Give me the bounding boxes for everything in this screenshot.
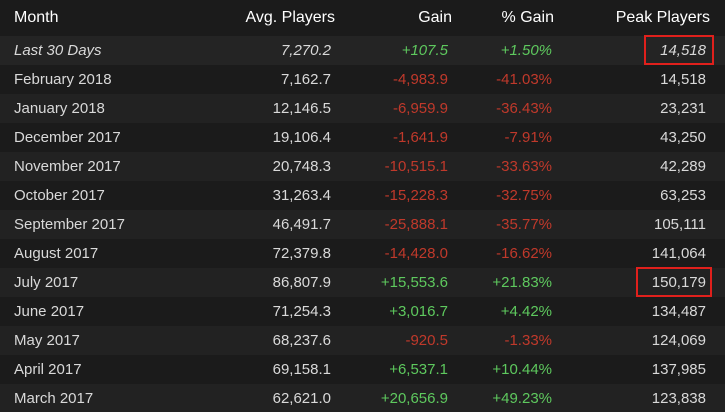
cell-month: September 2017 xyxy=(14,216,125,233)
table-row: November 2017 20,748.3 -10,515.1 -33.63%… xyxy=(0,152,725,181)
header-avg-players[interactable]: Avg. Players xyxy=(245,9,335,26)
cell-pct-gain: -41.03% xyxy=(496,71,552,88)
cell-month: August 2017 xyxy=(14,245,99,262)
cell-gain: +6,537.1 xyxy=(389,361,448,378)
cell-avg-players: 7,162.7 xyxy=(280,71,331,88)
cell-pct-gain: -36.43% xyxy=(496,100,552,117)
cell-peak-players: 14,518 xyxy=(660,42,706,59)
cell-peak-players: 63,253 xyxy=(660,187,706,204)
cell-avg-players: 31,263.4 xyxy=(272,187,331,204)
cell-peak-players: 134,487 xyxy=(651,303,706,320)
cell-pct-gain: -32.75% xyxy=(496,187,552,204)
cell-gain: +15,553.6 xyxy=(380,274,448,291)
cell-pct-gain: +1.50% xyxy=(500,42,552,59)
cell-avg-players: 20,748.3 xyxy=(272,158,331,175)
cell-pct-gain: -33.63% xyxy=(496,158,552,175)
cell-gain: +20,656.9 xyxy=(380,389,448,407)
cell-gain: -25,888.1 xyxy=(384,216,448,233)
header-gain[interactable]: Gain xyxy=(418,9,452,26)
cell-gain: -6,959.9 xyxy=(392,100,448,117)
cell-month: February 2018 xyxy=(14,71,112,88)
table-row-last-30-days: Last 30 Days 7,270.2 +107.5 +1.50% 14,51… xyxy=(0,36,725,65)
table-row: July 2017 86,807.9 +15,553.6 +21.83% 150… xyxy=(0,268,725,297)
cell-pct-gain: -1.33% xyxy=(504,332,552,349)
cell-month: March 2017 xyxy=(14,389,94,407)
cell-gain: +3,016.7 xyxy=(389,303,448,320)
cell-avg-players: 71,254.3 xyxy=(272,303,331,320)
cell-month: December 2017 xyxy=(14,129,121,146)
cell-month: Last 30 Days xyxy=(14,42,102,59)
cell-gain: -15,228.3 xyxy=(384,187,448,204)
table-row: June 2017 71,254.3 +3,016.7 +4.42% 134,4… xyxy=(0,297,725,326)
header-pct-gain[interactable]: % Gain xyxy=(501,9,554,26)
cell-pct-gain: +21.83% xyxy=(492,274,552,291)
table-row: February 2018 7,162.7 -4,983.9 -41.03% 1… xyxy=(0,65,725,94)
cell-gain: -4,983.9 xyxy=(392,71,448,88)
cell-avg-players: 46,491.7 xyxy=(272,216,331,233)
cell-peak-players: 150,179 xyxy=(651,274,706,291)
table-row: August 2017 72,379.8 -14,428.0 -16.62% 1… xyxy=(0,239,725,268)
cell-gain: -14,428.0 xyxy=(384,245,448,262)
cell-month: May 2017 xyxy=(14,332,80,349)
cell-peak-players: 14,518 xyxy=(660,71,706,88)
cell-month: January 2018 xyxy=(14,100,105,117)
cell-gain: +107.5 xyxy=(401,42,448,59)
cell-peak-players: 124,069 xyxy=(651,332,706,349)
cell-peak-players: 123,838 xyxy=(651,389,706,407)
cell-peak-players: 141,064 xyxy=(651,245,706,262)
cell-avg-players: 69,158.1 xyxy=(272,361,331,378)
table-header: Month Avg. Players Gain % Gain Peak Play… xyxy=(0,0,725,36)
cell-pct-gain: +49.23% xyxy=(492,389,552,407)
cell-avg-players: 62,621.0 xyxy=(272,389,331,407)
table-row: January 2018 12,146.5 -6,959.9 -36.43% 2… xyxy=(0,94,725,123)
table-row: April 2017 69,158.1 +6,537.1 +10.44% 137… xyxy=(0,355,725,384)
cell-peak-players: 105,111 xyxy=(654,216,706,233)
cell-month: October 2017 xyxy=(14,187,105,204)
header-month[interactable]: Month xyxy=(14,9,59,26)
header-peak-players[interactable]: Peak Players xyxy=(615,9,710,26)
cell-month: April 2017 xyxy=(14,361,82,378)
cell-avg-players: 68,237.6 xyxy=(272,332,331,349)
table-row: December 2017 19,106.4 -1,641.9 -7.91% 4… xyxy=(0,123,725,152)
cell-avg-players: 12,146.5 xyxy=(272,100,331,117)
cell-peak-players: 23,231 xyxy=(660,100,706,117)
cell-pct-gain: -16.62% xyxy=(496,245,552,262)
cell-month: June 2017 xyxy=(14,303,85,320)
cell-month: July 2017 xyxy=(14,274,79,291)
cell-pct-gain: +10.44% xyxy=(492,361,552,378)
cell-month: November 2017 xyxy=(14,158,121,175)
cell-gain: -10,515.1 xyxy=(384,158,448,175)
cell-gain: -920.5 xyxy=(405,332,448,349)
table-row: March 2017 62,621.0 +20,656.9 +49.23% 12… xyxy=(0,384,725,412)
cell-peak-players: 137,985 xyxy=(651,361,706,378)
cell-pct-gain: -7.91% xyxy=(504,129,552,146)
table-row: September 2017 46,491.7 -25,888.1 -35.77… xyxy=(0,210,725,239)
cell-pct-gain: -35.77% xyxy=(496,216,552,233)
table-row: May 2017 68,237.6 -920.5 -1.33% 124,069 xyxy=(0,326,725,355)
cell-peak-players: 42,289 xyxy=(660,158,706,175)
cell-avg-players: 19,106.4 xyxy=(272,129,331,146)
cell-avg-players: 72,379.8 xyxy=(272,245,331,262)
table-row: October 2017 31,263.4 -15,228.3 -32.75% … xyxy=(0,181,725,210)
cell-peak-players: 43,250 xyxy=(660,129,706,146)
cell-avg-players: 7,270.2 xyxy=(280,42,331,59)
cell-gain: -1,641.9 xyxy=(392,129,448,146)
cell-pct-gain: +4.42% xyxy=(500,303,552,320)
cell-avg-players: 86,807.9 xyxy=(272,274,331,291)
